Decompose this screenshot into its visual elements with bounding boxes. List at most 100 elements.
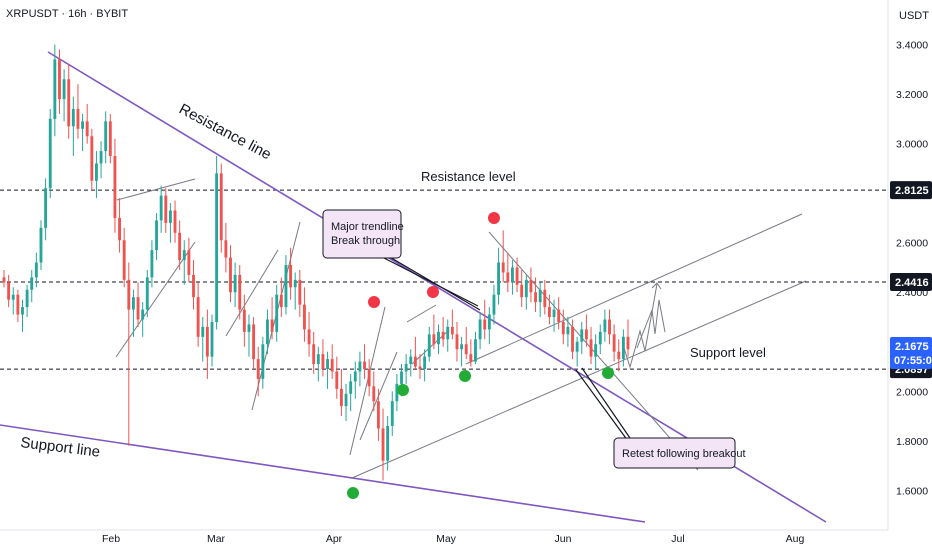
candle-body <box>404 364 408 372</box>
high-marker <box>488 212 500 224</box>
candle-body <box>58 59 61 100</box>
candle-body <box>506 272 510 283</box>
candle-body <box>358 361 362 372</box>
level-tag-value: 2.8125 <box>895 185 929 197</box>
retest-callout-text: Retest following breakout <box>622 448 746 460</box>
candle-body <box>164 195 168 223</box>
time-scale[interactable]: Feb Mar Apr May Jun Jul Aug <box>102 533 805 545</box>
candle-body <box>44 188 48 228</box>
candle-body <box>298 279 302 305</box>
projection-path[interactable] <box>623 282 666 369</box>
candle-body <box>99 151 103 164</box>
time-tick-label: Aug <box>786 533 805 545</box>
level-tag <box>890 272 932 291</box>
price-scale[interactable]: 1.60001.80002.00002.20002.40002.60002.80… <box>896 40 928 498</box>
pattern-lines[interactable] <box>115 178 807 479</box>
candle-body <box>501 262 505 273</box>
candle-body <box>395 383 399 402</box>
candle-body <box>450 326 454 335</box>
candle-body <box>529 279 533 293</box>
candlestick-series[interactable] <box>2 44 630 481</box>
candle-body <box>543 289 547 308</box>
resistance-level-label: Resistance level <box>421 169 516 184</box>
chart-title: XRPUSDT · 16h · BYBIT <box>6 8 129 20</box>
projection-zigzag-2 <box>636 299 666 349</box>
candle-body <box>390 401 394 426</box>
candle-body <box>81 121 85 129</box>
candle-body <box>335 371 339 389</box>
channel-lower-line <box>351 280 807 479</box>
candle-body <box>279 294 283 308</box>
retest-callout[interactable]: Retest following breakout <box>613 437 746 469</box>
candle-body <box>349 381 353 394</box>
candle-body <box>118 217 121 241</box>
candle-body <box>464 344 468 355</box>
candle-body <box>594 344 598 357</box>
candle-body <box>557 309 561 322</box>
support-trendline[interactable] <box>0 424 646 523</box>
candle-body <box>187 250 191 275</box>
bar-countdown: 07:55:03 <box>894 355 932 367</box>
candle-body <box>511 267 514 283</box>
candle-body <box>131 297 135 310</box>
candle-body <box>67 79 71 127</box>
current-price-tag: 2.1675 07:55:03 <box>890 337 932 369</box>
candle-body <box>108 121 112 157</box>
candle-body <box>427 334 431 357</box>
candle-body <box>238 274 242 310</box>
low-marker <box>397 384 409 396</box>
candle-body <box>11 294 15 300</box>
candle-body <box>524 279 528 298</box>
candle-body <box>224 240 228 258</box>
candle-body <box>192 274 195 298</box>
candle-body <box>534 292 537 303</box>
candle-body <box>520 284 524 298</box>
candle-body <box>104 121 108 152</box>
candle-body <box>62 79 66 100</box>
candle-body <box>53 59 57 119</box>
candle-body <box>474 339 477 362</box>
candle-body <box>182 250 186 261</box>
swing-markers <box>347 212 614 499</box>
candle-body <box>168 210 172 223</box>
candle-body <box>113 156 117 218</box>
breakout-callout[interactable]: Major trendline Break through <box>322 209 404 259</box>
candle-body <box>515 267 519 285</box>
breakout-callout-line-2: Break through <box>331 235 400 247</box>
candle-body <box>575 341 579 352</box>
candle-body <box>386 425 390 461</box>
time-tick-label: Feb <box>102 533 120 545</box>
candle-body <box>571 326 574 352</box>
level-tag-value: 2.4416 <box>895 277 929 289</box>
support-level-label: Support level <box>690 345 766 360</box>
candle-body <box>598 331 602 345</box>
candle-body <box>252 324 256 360</box>
candle-body <box>196 297 200 337</box>
flag-2-lower <box>225 249 279 337</box>
candle-body <box>155 220 158 251</box>
projection-arrowhead <box>651 282 662 290</box>
candle-body <box>312 344 316 365</box>
time-tick-label: Mar <box>207 533 226 545</box>
candle-body <box>270 319 274 332</box>
horizontal-levels[interactable] <box>0 189 888 370</box>
candle-body <box>353 371 357 382</box>
time-tick-label: Jul <box>671 533 684 545</box>
candle-body <box>122 240 126 280</box>
candle-body <box>159 195 163 221</box>
candle-body <box>210 321 214 357</box>
candle-body <box>215 173 219 322</box>
candle-body <box>561 321 565 335</box>
candle-body <box>376 401 380 429</box>
candle-body <box>566 326 570 335</box>
candle-body <box>2 277 6 283</box>
candle-body <box>621 336 625 360</box>
low-marker <box>459 370 471 382</box>
price-tick-label: 1.6000 <box>896 485 928 497</box>
price-tick-label: 3.2000 <box>896 89 928 101</box>
currency-label: USDT <box>899 10 929 22</box>
candle-body <box>492 294 496 315</box>
candle-body <box>589 339 593 357</box>
high-marker <box>427 286 439 298</box>
